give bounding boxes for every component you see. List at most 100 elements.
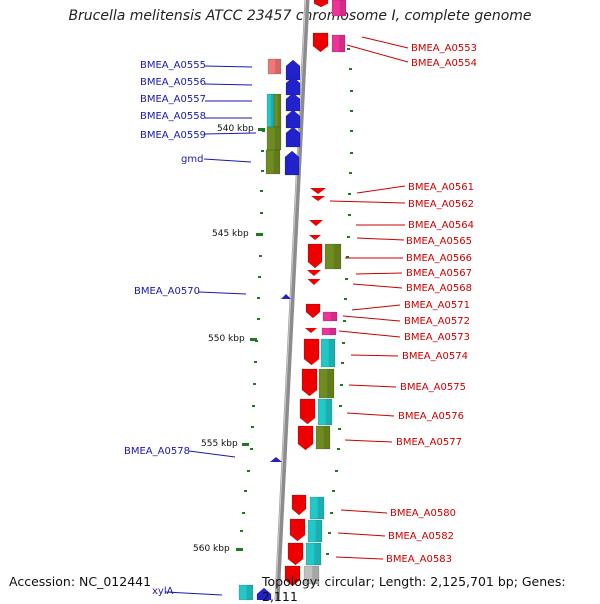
tick-mark-right-6 [349,172,352,174]
scale-label-4: 560 kbp [193,544,230,554]
leader-line-left-1 [204,83,253,86]
backbone-line [274,0,310,600]
leader-line-right-18 [335,556,384,560]
scale-tick-0 [258,128,265,131]
gene-label-right-16: BMEA_A0580 [390,508,456,519]
forward-cds-5 [284,150,300,176]
cog-box-grey [303,565,320,585]
leader-line-right-14 [346,412,395,417]
reverse-cds-1 [312,32,329,53]
scale-tick-4 [236,548,243,551]
leader-line-left-0 [204,65,253,68]
reverse-cds-small-6 [305,328,317,333]
tick-mark-right-5 [350,152,353,154]
tick-mark-left-13 [252,405,255,407]
tick-mark-right-16 [340,384,343,386]
cog-box-olive-2-shade [273,150,280,174]
gene-label-right-8: BMEA_A0568 [406,283,472,294]
tick-mark-left-1 [261,150,264,152]
leader-line-right-3 [329,200,406,204]
gene-label-right-17: BMEA_A0582 [388,531,454,542]
tick-mark-left-9 [257,318,260,320]
reverse-cds-small-0 [310,188,326,194]
tick-mark-right-1 [349,68,352,70]
gene-label-right-18: BMEA_A0583 [386,554,452,565]
tick-mark-right-18 [338,428,341,430]
gene-label-left-8: xylA [152,586,174,597]
tick-mark-right-22 [330,512,333,514]
tick-mark-left-14 [251,426,254,428]
gene-label-right-0: BMEA_A0553 [411,43,477,54]
gene-label-right-12: BMEA_A0574 [402,351,468,362]
forward-cds-3 [285,109,301,129]
cog-box-olive-2 [265,149,281,175]
gene-label-right-3: BMEA_A0562 [408,199,474,210]
forward-cds-6 [256,587,272,600]
cog-box-olive-4-shade [327,369,334,398]
leader-line-left-6 [198,291,247,295]
reverse-cds-small-1 [311,196,325,201]
tick-mark-right-14 [342,342,345,344]
tick-mark-right-9 [347,236,350,238]
reverse-cds-2 [307,243,323,269]
gene-label-left-4: BMEA_A0559 [140,130,206,141]
tick-mark-right-0 [347,48,350,50]
tick-mark-right-17 [339,405,342,407]
tick-mark-right-7 [348,193,351,195]
reverse-cds-7 [297,425,314,451]
tick-mark-right-11 [345,278,348,280]
forward-cds-small-0 [281,294,291,299]
tick-mark-left-2 [261,170,264,172]
tick-mark-right-12 [344,298,347,300]
tick-mark-right-24 [326,553,329,555]
leader-line-right-8 [352,283,403,289]
cog-box-cyan-2-shade [325,399,332,425]
tick-mark-right-21 [332,490,335,492]
scale-tick-1 [256,233,263,236]
tick-mark-left-16 [247,470,250,472]
gene-labels: BMEA_A0555 BMEA_A0556 BMEA_A0557 BMEA_A0558… [124,36,477,597]
leader-line-left-7 [188,450,236,458]
scale-label-0: 540 kbp [217,124,254,134]
scale-label-2: 550 kbp [208,334,245,344]
cog-box-olive-4 [318,368,335,399]
gene-label-left-2: BMEA_A0557 [140,94,206,105]
tick-mark-right-19 [337,448,340,450]
scale-labels: 540 kbp 545 kbp 550 kbp 555 kbp 560 kbp [193,124,265,554]
tick-mark-left-18 [242,512,245,514]
forward-cds-4 [285,126,301,148]
gene-label-right-2: BMEA_A0561 [408,182,474,193]
tick-mark-left-3 [260,190,263,192]
leader-line-right-12 [350,354,399,357]
cog-box-olive-1-shade [274,127,281,150]
cog-box-cyan-5-shade [314,543,321,565]
cog-box-cyan-4 [307,519,323,543]
leader-line-right-5 [356,237,405,241]
cog-box-cyan-4-shade [315,520,322,542]
gene-label-right-6: BMEA_A0566 [406,253,472,264]
tick-mark-left-8 [257,297,260,299]
cog-box-cyan-1 [320,338,336,368]
reverse-cds-5 [301,368,318,397]
cog-box-cyan-2 [317,398,333,426]
leader-line-right-15 [344,439,393,443]
gene-label-left-5: gmd [181,154,203,165]
gene-label-left-7: BMEA_A0578 [124,446,190,457]
cog-box-olive-3-shade [333,244,341,269]
tick-mark-left-17 [244,490,247,492]
gene-label-left-6: BMEA_A0570 [134,286,200,297]
leader-line-right-16 [340,509,388,514]
cog-box-pink-3 [321,327,337,336]
scale-tick-2 [250,338,257,341]
scale-label-3: 555 kbp [201,439,238,449]
gene-label-left-3: BMEA_A0558 [140,111,206,122]
cog-box-cyan-3-shade [317,497,324,519]
gene-label-left-1: BMEA_A0556 [140,77,206,88]
tick-mark-left-11 [254,361,257,363]
leader-line-left-5 [203,158,252,163]
tick-mark-right-2 [350,90,353,92]
tick-mark-right-10 [346,256,349,258]
reverse-cds-small-3 [309,235,321,240]
tick-mark-left-6 [259,255,262,257]
tick-mark-right-23 [328,532,331,534]
